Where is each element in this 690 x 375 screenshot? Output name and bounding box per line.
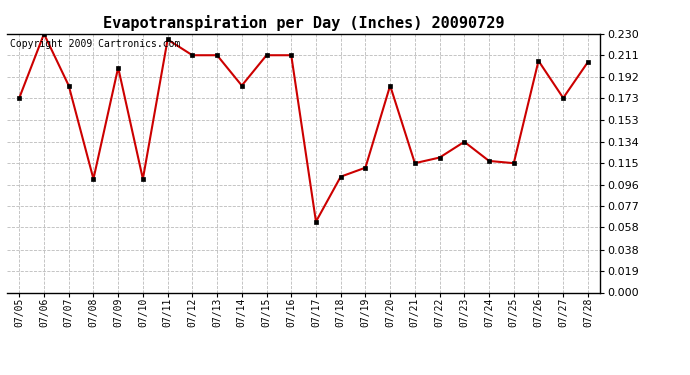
Text: Copyright 2009 Cartronics.com: Copyright 2009 Cartronics.com xyxy=(10,39,180,49)
Title: Evapotranspiration per Day (Inches) 20090729: Evapotranspiration per Day (Inches) 2009… xyxy=(103,15,504,31)
